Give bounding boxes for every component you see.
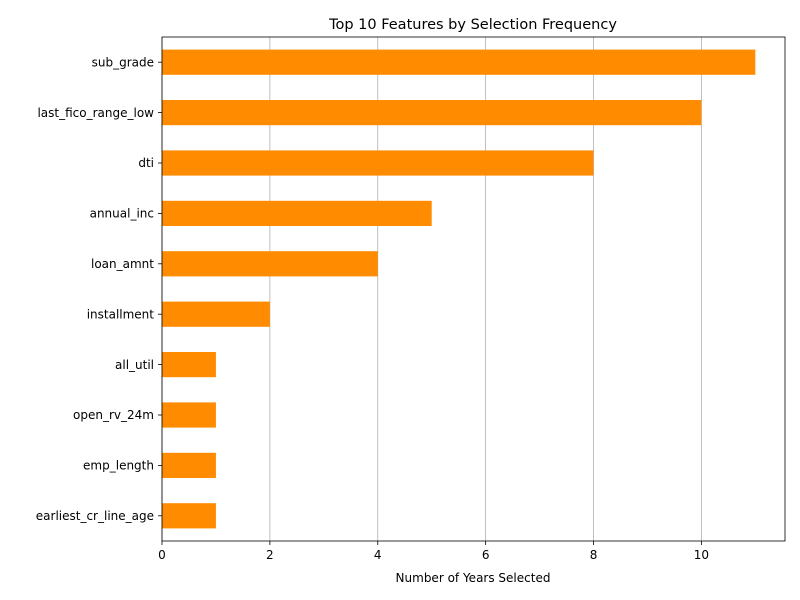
x-tick-label-0: 0	[158, 548, 166, 562]
y-tick-label-earliest-cr-line-age: earliest_cr_line_age	[36, 509, 154, 523]
bar-open-rv-24m	[162, 402, 216, 428]
bar-loan-amnt	[162, 251, 378, 277]
y-tick-label-dti: dti	[138, 156, 154, 170]
bars	[162, 49, 756, 529]
x-tick-label-10: 10	[694, 548, 709, 562]
bar-all-util	[162, 352, 216, 378]
bar-annual-inc	[162, 200, 432, 226]
bar-earliest-cr-line-age	[162, 503, 216, 529]
bar-last-fico-range-low	[162, 100, 702, 126]
y-tick-label-emp-length: emp_length	[83, 459, 154, 473]
bar-dti	[162, 150, 594, 176]
y-tick-label-loan-amnt: loan_amnt	[91, 257, 154, 271]
y-tick-label-all-util: all_util	[115, 358, 154, 372]
x-tick-label-8: 8	[590, 548, 598, 562]
chart-title: Top 10 Features by Selection Frequency	[328, 17, 617, 33]
x-tick-label-4: 4	[374, 548, 382, 562]
x-axis-title: Number of Years Selected	[396, 571, 551, 585]
y-tick-label-installment: installment	[87, 307, 155, 321]
x-tick-label-2: 2	[266, 548, 274, 562]
bar-emp-length	[162, 452, 216, 478]
y-tick-label-sub-grade: sub_grade	[92, 55, 154, 69]
y-tick-label-open-rv-24m: open_rv_24m	[73, 408, 154, 422]
bar-sub-grade	[162, 49, 756, 75]
y-tick-label-last-fico-range-low: last_fico_range_low	[37, 106, 154, 120]
bar-installment	[162, 301, 270, 327]
x-tick-label-6: 6	[482, 548, 490, 562]
axes	[161, 36, 786, 542]
plot-frame	[161, 36, 786, 542]
y-tick-label-annual-inc: annual_inc	[90, 207, 154, 221]
